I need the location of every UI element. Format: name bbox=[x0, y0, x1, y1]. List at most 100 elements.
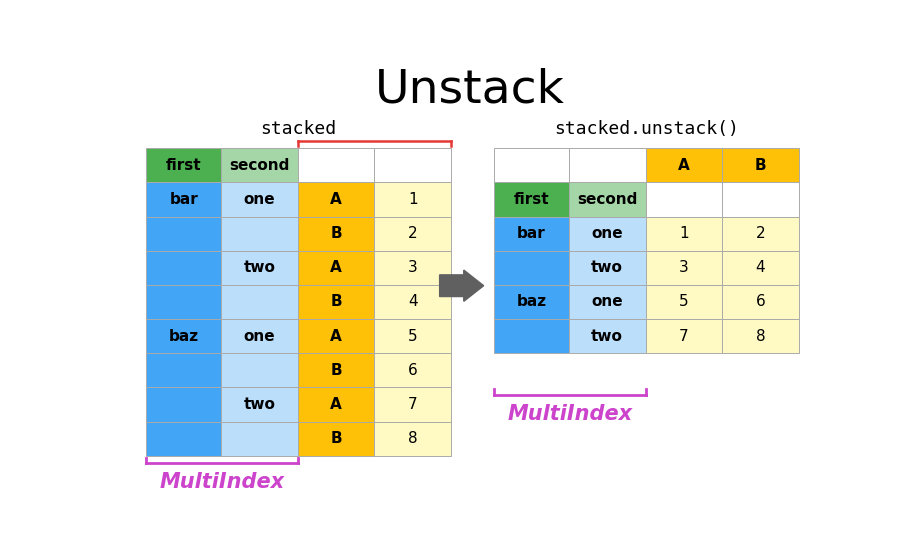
Bar bbox=[298, 319, 375, 353]
Bar bbox=[147, 319, 221, 353]
Text: two: two bbox=[244, 397, 275, 412]
Bar bbox=[147, 353, 221, 387]
Bar bbox=[646, 182, 722, 216]
Bar bbox=[646, 216, 722, 250]
Bar bbox=[722, 285, 799, 319]
Bar bbox=[221, 285, 298, 319]
Text: 1: 1 bbox=[679, 226, 689, 241]
Text: A: A bbox=[330, 260, 342, 275]
Text: one: one bbox=[592, 294, 623, 309]
Text: stacked: stacked bbox=[261, 121, 337, 138]
Bar bbox=[375, 421, 451, 456]
Bar bbox=[569, 182, 646, 216]
Text: 5: 5 bbox=[679, 294, 689, 309]
Text: bar: bar bbox=[169, 192, 198, 207]
Bar bbox=[147, 285, 221, 319]
Bar bbox=[722, 182, 799, 216]
Bar bbox=[375, 285, 451, 319]
Bar bbox=[375, 353, 451, 387]
Text: Unstack: Unstack bbox=[375, 68, 564, 113]
Text: 2: 2 bbox=[756, 226, 766, 241]
Text: 6: 6 bbox=[756, 294, 766, 309]
Text: one: one bbox=[244, 192, 275, 207]
Text: 3: 3 bbox=[679, 260, 689, 275]
Bar bbox=[495, 182, 569, 216]
FancyArrow shape bbox=[440, 270, 484, 301]
Text: B: B bbox=[330, 294, 342, 309]
Bar bbox=[569, 285, 646, 319]
Bar bbox=[221, 182, 298, 216]
Bar bbox=[147, 216, 221, 250]
Bar bbox=[298, 148, 375, 182]
Bar bbox=[298, 216, 375, 250]
Text: two: two bbox=[591, 328, 623, 344]
Text: B: B bbox=[330, 363, 342, 378]
Text: B: B bbox=[330, 431, 342, 446]
Bar bbox=[298, 421, 375, 456]
Bar bbox=[375, 148, 451, 182]
Text: A: A bbox=[330, 397, 342, 412]
Text: one: one bbox=[244, 328, 275, 344]
Text: 7: 7 bbox=[679, 328, 689, 344]
Bar bbox=[646, 250, 722, 285]
Bar bbox=[147, 387, 221, 421]
Bar bbox=[375, 182, 451, 216]
Bar bbox=[147, 421, 221, 456]
Bar bbox=[375, 250, 451, 285]
Bar bbox=[221, 319, 298, 353]
Bar bbox=[375, 387, 451, 421]
Bar bbox=[375, 216, 451, 250]
Bar bbox=[722, 148, 799, 182]
Bar bbox=[722, 216, 799, 250]
Text: 3: 3 bbox=[408, 260, 418, 275]
Bar bbox=[147, 250, 221, 285]
Text: 5: 5 bbox=[408, 328, 418, 344]
Bar bbox=[298, 285, 375, 319]
Bar bbox=[569, 319, 646, 353]
Text: baz: baz bbox=[517, 294, 547, 309]
Bar bbox=[569, 148, 646, 182]
Bar bbox=[495, 285, 569, 319]
Bar bbox=[221, 387, 298, 421]
Text: two: two bbox=[591, 260, 623, 275]
Text: 6: 6 bbox=[408, 363, 418, 378]
Bar bbox=[298, 250, 375, 285]
Bar bbox=[495, 148, 569, 182]
Text: A: A bbox=[678, 158, 690, 173]
Bar bbox=[221, 421, 298, 456]
Text: B: B bbox=[755, 158, 767, 173]
Bar bbox=[147, 148, 221, 182]
Bar bbox=[221, 250, 298, 285]
Bar bbox=[722, 250, 799, 285]
Bar bbox=[375, 319, 451, 353]
Text: second: second bbox=[577, 192, 638, 207]
Text: MultiIndex: MultiIndex bbox=[507, 404, 632, 424]
Text: baz: baz bbox=[169, 328, 199, 344]
Bar bbox=[495, 250, 569, 285]
Bar bbox=[646, 148, 722, 182]
Text: first: first bbox=[166, 158, 202, 173]
Bar bbox=[495, 319, 569, 353]
Bar bbox=[221, 216, 298, 250]
Bar bbox=[221, 353, 298, 387]
Text: A: A bbox=[330, 328, 342, 344]
Text: 7: 7 bbox=[408, 397, 418, 412]
Bar bbox=[298, 182, 375, 216]
Text: 1: 1 bbox=[408, 192, 418, 207]
Text: second: second bbox=[229, 158, 289, 173]
Bar bbox=[722, 319, 799, 353]
Bar bbox=[569, 216, 646, 250]
Text: 8: 8 bbox=[408, 431, 418, 446]
Text: MultiIndex: MultiIndex bbox=[159, 472, 285, 492]
Text: 4: 4 bbox=[408, 294, 418, 309]
Text: A: A bbox=[330, 192, 342, 207]
Text: first: first bbox=[514, 192, 550, 207]
Bar bbox=[646, 319, 722, 353]
Text: 2: 2 bbox=[408, 226, 418, 241]
Text: 8: 8 bbox=[756, 328, 766, 344]
Bar bbox=[646, 285, 722, 319]
Text: one: one bbox=[592, 226, 623, 241]
Bar bbox=[147, 182, 221, 216]
Bar bbox=[221, 148, 298, 182]
Bar bbox=[298, 353, 375, 387]
